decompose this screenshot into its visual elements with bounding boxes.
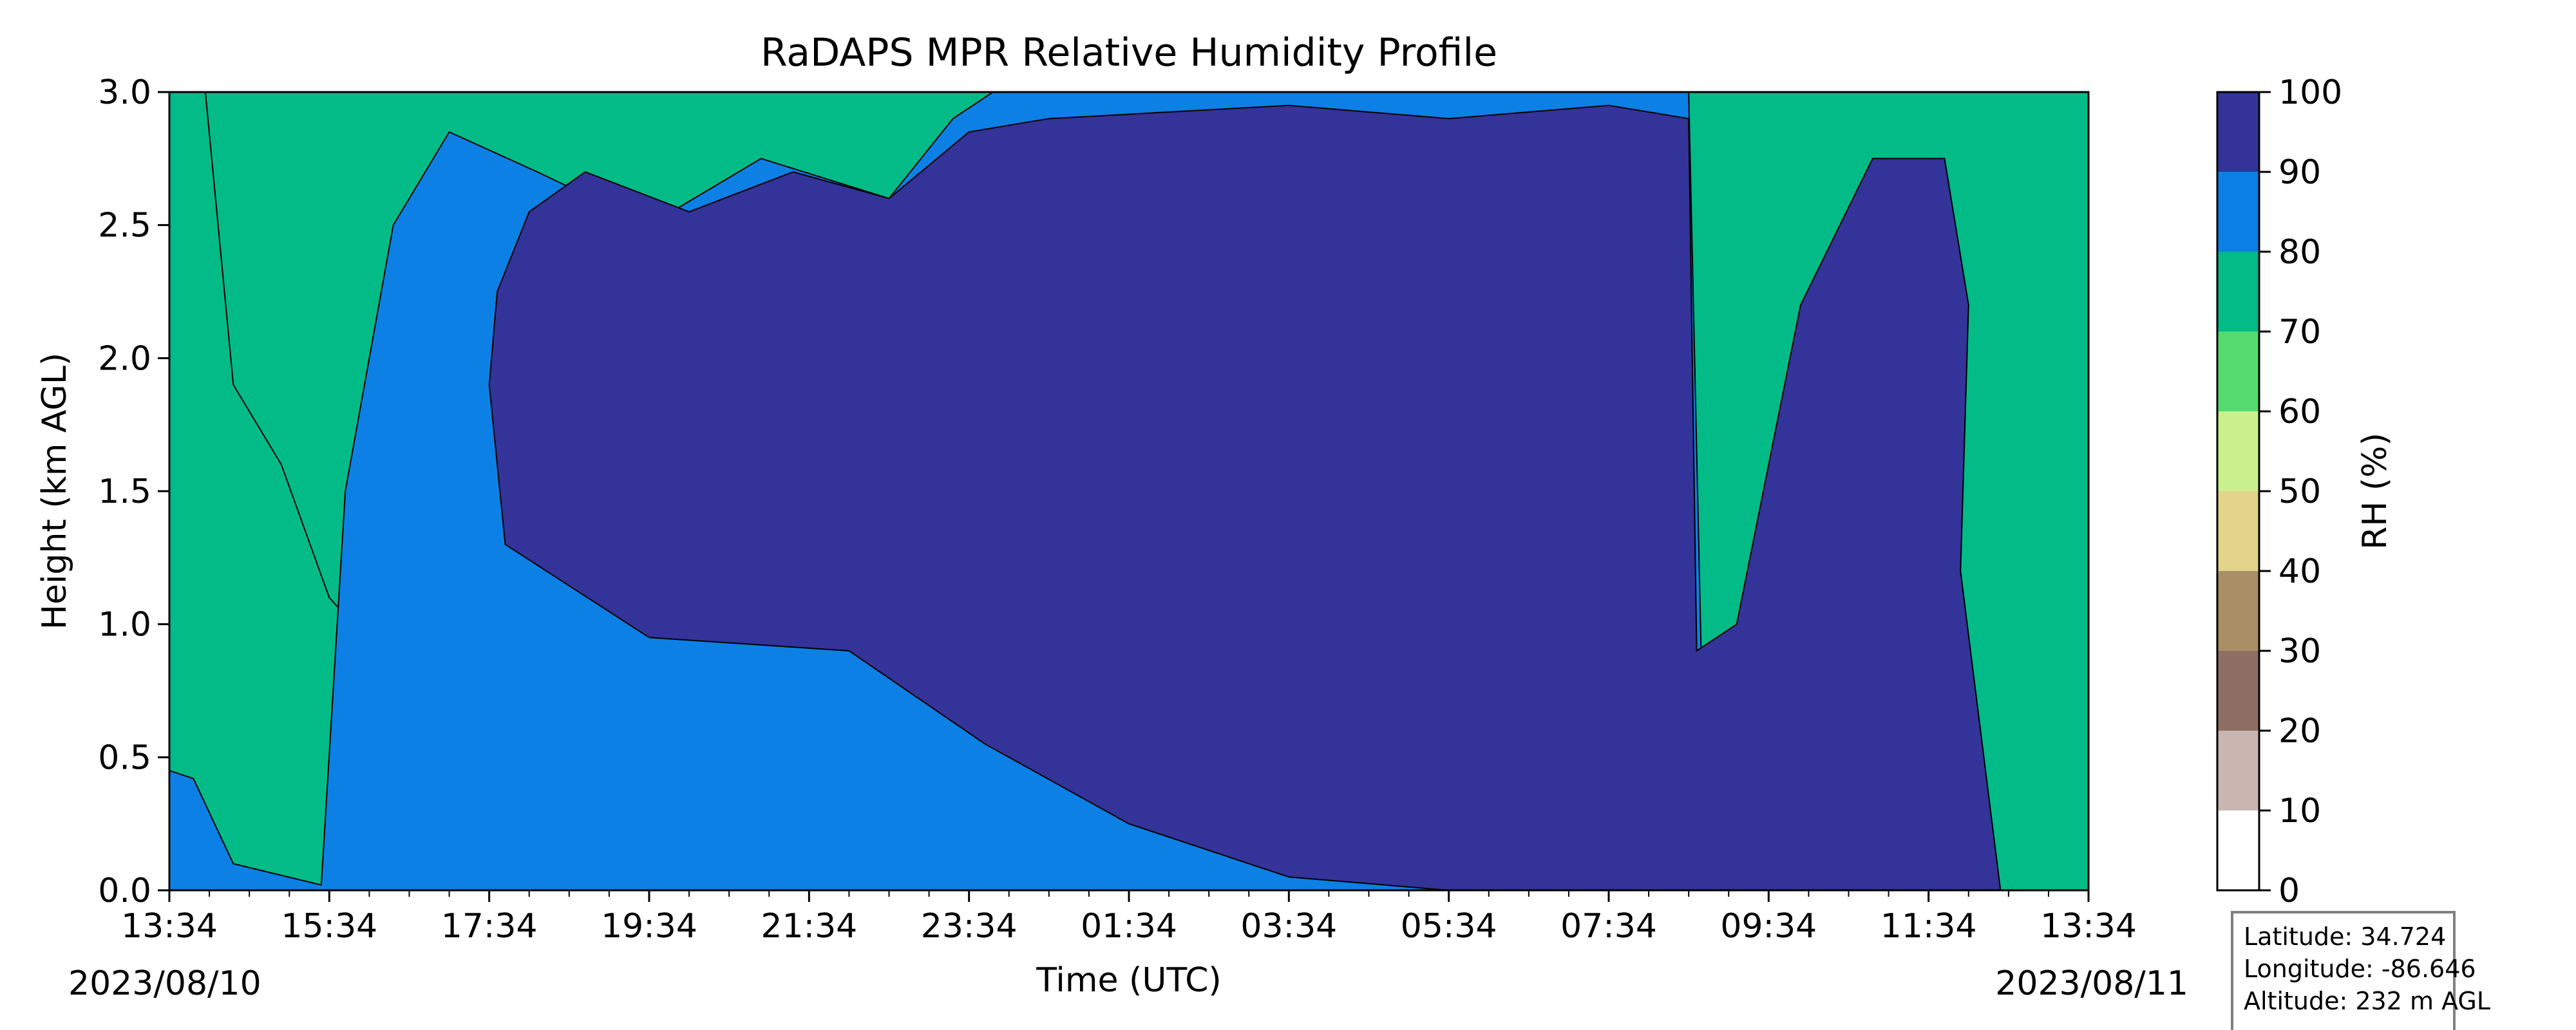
x-tick-label: 23:34: [921, 907, 1018, 946]
x-tick-label: 21:34: [761, 907, 857, 946]
x-tick-label: 15:34: [281, 907, 377, 946]
x-tick-label: 09:34: [1720, 907, 1817, 946]
y-tick-label: 0.5: [98, 738, 151, 777]
x-tick-label: 13:34: [2040, 907, 2137, 946]
plot-area: [168, 91, 2090, 892]
y-axis: 0.0 0.5 1.0 1.5 2.0 2.5 3.0: [98, 73, 169, 910]
y-tick-label: 3.0: [98, 73, 151, 112]
y-tick-label: 1.5: [98, 473, 151, 511]
x-tick-label: 03:34: [1240, 907, 1337, 946]
y-tick-label: 1.0: [98, 606, 151, 644]
x-tick-label: 11:34: [1880, 907, 1977, 946]
x-tick-label: 19:34: [601, 907, 697, 946]
colorbar-swatch-40: [2217, 491, 2259, 571]
colorbar-swatch-70: [2217, 252, 2259, 332]
start-date-label: 2023/08/10: [68, 964, 261, 1003]
colorbar-tick-label: 20: [2278, 712, 2321, 751]
latitude-text: Latitude: 34.724: [2244, 922, 2446, 951]
location-info-box: Latitude: 34.724 Longitude: -86.646 Alti…: [2231, 911, 2490, 1030]
altitude-text: Altitude: 232 m AGL: [2244, 987, 2490, 1015]
colorbar-tick-label: 100: [2278, 73, 2342, 112]
colorbar-tick-label: 30: [2278, 632, 2321, 671]
contour-region-90: [488, 104, 2002, 890]
x-axis: 13:34 15:34 17:34 19:34 21:34 23:34 01:34 03:34…: [121, 890, 2137, 946]
colorbar-swatch-90: [2217, 92, 2259, 172]
x-tick-label: 07:34: [1560, 907, 1657, 946]
colorbar-swatch-20: [2217, 651, 2259, 731]
colorbar-swatch-80: [2217, 172, 2259, 252]
colorbar-tick-label: 10: [2278, 792, 2321, 830]
colorbar-tick-label: 90: [2278, 153, 2321, 192]
colorbar-tick-label: 70: [2278, 313, 2321, 351]
x-axis-label: Time (UTC): [1036, 961, 1221, 1000]
colorbar-swatch-50: [2217, 411, 2259, 491]
contour-fills: [169, 92, 2088, 890]
colorbar-label: RH (%): [2356, 433, 2394, 550]
y-axis-label: Height (km AGL): [35, 353, 74, 630]
colorbar-swatch-30: [2217, 571, 2259, 651]
colorbar-tick-label: 0: [2278, 872, 2300, 910]
colorbar-tick-label: 80: [2278, 233, 2321, 272]
y-tick-label: 2.0: [98, 339, 151, 378]
x-tick-label: 05:34: [1401, 907, 1497, 946]
colorbar-tick-label: 40: [2278, 552, 2321, 591]
y-tick-label: 0.0: [98, 872, 151, 910]
end-date-label: 2023/08/11: [1995, 964, 2188, 1003]
longitude-text: Longitude: -86.646: [2244, 955, 2476, 983]
colorbar-tick-label: 60: [2278, 393, 2321, 431]
chart-title: RaDAPS MPR Relative Humidity Profile: [761, 30, 1497, 75]
colorbar: 0 10 20 30 40 50 60 70 80 90 100: [2216, 73, 2342, 910]
x-tick-label: 13:34: [121, 907, 218, 946]
colorbar-swatch-0: [2217, 810, 2259, 890]
colorbar-swatch-10: [2217, 731, 2259, 810]
y-tick-label: 2.5: [98, 207, 151, 245]
x-tick-label: 17:34: [441, 907, 538, 946]
x-tick-label: 01:34: [1081, 907, 1177, 946]
colorbar-tick-label: 50: [2278, 473, 2321, 511]
colorbar-swatch-60: [2217, 332, 2259, 411]
